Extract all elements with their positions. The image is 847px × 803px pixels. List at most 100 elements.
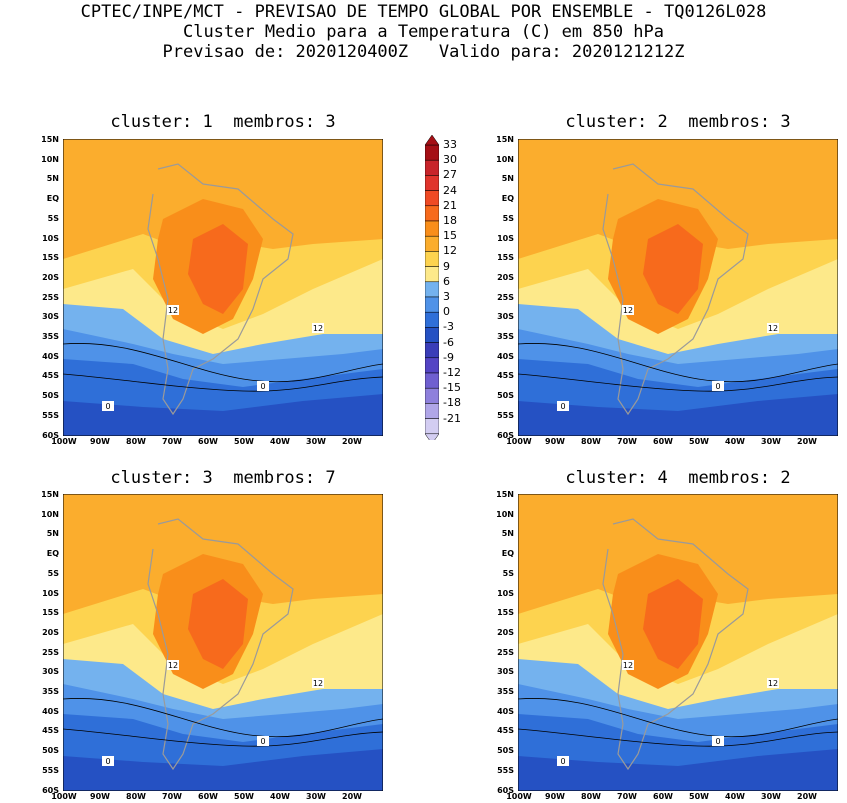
lon-label: 80W [126,792,146,801]
lon-label: 40W [725,792,745,801]
lon-label: 50W [689,792,709,801]
lat-label: 30S [497,667,514,677]
lon-label: 90W [545,437,565,446]
figure-title-line3: Previsao de: 2020120400Z Valido para: 20… [162,42,685,62]
contour-12 [518,343,838,383]
lat-label: 5S [502,213,514,223]
colorbar-label: 18 [443,214,457,227]
colorbar-label: -3 [443,320,454,334]
lon-label: 50W [234,437,254,446]
lon-label: 90W [90,792,110,801]
coastline [602,518,749,771]
lon-label: 50W [689,437,709,446]
contour-label-text: 0 [715,382,720,391]
contour-label: 12 [622,305,634,315]
colorbar-segment [424,205,440,222]
contour-label-text: 0 [715,737,720,746]
contour-12 [63,698,383,738]
colorbar-segment [424,311,440,328]
colorbar-label: 6 [443,274,450,288]
colorbar-label: 24 [443,183,457,197]
colorbar-label: 33 [443,138,457,151]
lon-label: 100W [51,792,77,801]
colorbar-label: -21 [443,411,461,425]
lat-label: 35S [497,687,514,696]
lon-label: 70W [162,437,182,446]
contour-label-text: 0 [105,402,110,411]
contour-label: 0 [712,736,724,746]
contour-label: 12 [767,678,779,688]
coastline [602,163,749,416]
lat-label: 50S [42,391,59,401]
lat-label: 30S [42,667,59,677]
contour-label-text: 12 [313,324,323,333]
colorbar-svg [424,134,440,445]
lat-label: 25S [497,647,514,657]
contour-label: 0 [102,401,114,411]
contour-label: 12 [622,660,634,670]
lat-label: 15S [42,608,59,618]
contour-label: 0 [257,736,269,746]
colorbar-segment [424,281,440,298]
lon-label: 60W [653,437,673,446]
lat-label: 15N [41,135,59,144]
lat-label: 10N [496,509,514,519]
warm-core-1 [188,224,248,314]
contour-label: 0 [557,756,569,766]
lat-label: EQ [501,549,514,559]
colorbar-segment [424,159,440,176]
colorbar-segment [424,144,440,161]
colorbar-label: 15 [443,229,457,243]
lat-label: 50S [42,746,59,756]
lat-label: 25S [42,647,59,657]
colorbar-label: -6 [443,335,454,349]
lat-label: 60S [42,785,59,795]
lat-label: 10S [497,588,514,598]
contour-label-text: 0 [105,757,110,766]
colorbar-label: 9 [443,259,450,273]
lat-label: 5N [501,174,514,184]
lon-label: 20W [797,792,817,801]
lat-label: 15N [496,490,514,499]
map-panel-3: 12 12 0 0 [63,494,383,791]
lat-label: 35S [497,332,514,341]
contour-label-text: 12 [623,661,633,670]
lat-label: 15S [497,253,514,263]
colorbar-segment [424,235,440,252]
lat-label: 15S [42,253,59,263]
contour-0 [63,728,383,747]
lat-label: EQ [46,549,59,559]
colorbar-label: -15 [443,381,461,395]
lat-label: 40S [497,351,514,361]
coastline [147,163,294,416]
panel-title-3: cluster: 3 membros: 7 [110,468,336,488]
lat-label: 5N [46,174,59,184]
lat-label: 55S [42,410,59,420]
lon-label: 100W [51,437,77,446]
colorbar-label: 21 [443,198,457,212]
lon-label: 70W [617,792,637,801]
lat-label: 35S [42,687,59,696]
lat-label: 5N [46,529,59,539]
warm-core-1 [188,579,248,669]
lon-label: 90W [90,437,110,446]
lon-label: 30W [761,437,781,446]
contour-label-text: 12 [768,324,778,333]
contour-label: 0 [257,381,269,391]
map-svg-3: 12 12 0 0 [63,494,383,791]
contour-label: 12 [167,660,179,670]
colorbar-segment [424,251,440,267]
lat-label: 40S [497,706,514,716]
temperature-band-6 [63,749,383,791]
lat-label: 60S [42,430,59,440]
contour-label-text: 12 [168,661,178,670]
lon-label: 80W [581,437,601,446]
contour-label: 0 [712,381,724,391]
lon-label: 20W [342,792,362,801]
contour-label-text: 12 [623,306,633,315]
map-svg-2: 12 12 0 0 [518,139,838,436]
warm-core-1 [643,579,703,669]
lon-label: 60W [653,792,673,801]
lat-label: 45S [497,726,514,736]
lat-label: 20S [42,627,59,637]
